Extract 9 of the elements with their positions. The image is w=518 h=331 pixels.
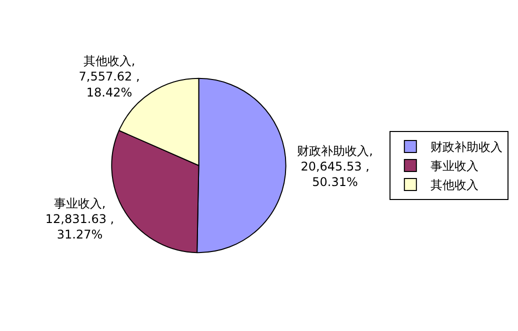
legend-label: 其他收入	[430, 178, 478, 192]
text: 20,645.53 , 50.31%	[300, 159, 370, 189]
legend-label: 事业收入	[430, 159, 478, 174]
category-label: 其他收入,	[83, 54, 136, 68]
category-label: 事业收入,	[54, 196, 106, 210]
text: 7,557.62 , 18.42%	[78, 70, 140, 100]
category-label: 财政补助收入,	[297, 144, 373, 158]
text: 12,831.63 , 31.27%	[45, 212, 114, 242]
legend-label: 财政补助收入	[430, 140, 502, 154]
